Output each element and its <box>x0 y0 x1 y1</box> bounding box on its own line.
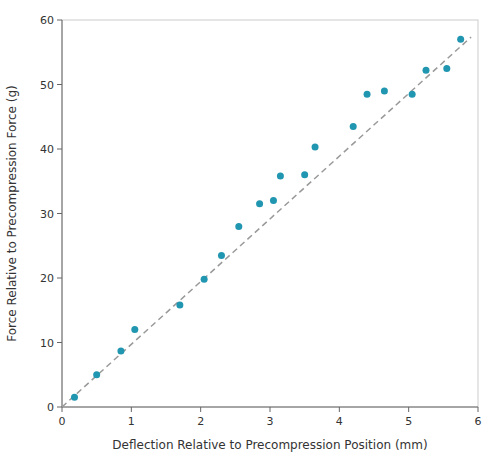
x-tick-label: 4 <box>336 415 343 428</box>
y-tick-label: 0 <box>47 401 54 414</box>
data-point <box>312 144 319 151</box>
data-point <box>423 67 430 74</box>
y-tick <box>57 149 62 150</box>
x-tick-label: 3 <box>267 415 274 428</box>
data-point <box>301 171 308 178</box>
x-tick <box>200 407 201 412</box>
x-axis-label: Deflection Relative to Precompression Po… <box>112 438 427 452</box>
y-tick <box>57 84 62 85</box>
data-point <box>457 36 464 43</box>
x-tick-label: 5 <box>405 415 412 428</box>
data-point <box>443 65 450 72</box>
y-tick-label: 30 <box>40 208 54 221</box>
data-point <box>277 173 284 180</box>
data <box>62 36 471 407</box>
data-point <box>218 252 225 259</box>
x-tick-label: 0 <box>59 415 66 428</box>
chart: 01234560102030405060Deflection Relative … <box>0 0 500 463</box>
data-point <box>71 394 78 401</box>
y-tick-label: 60 <box>40 14 54 27</box>
data-point <box>381 87 388 94</box>
y-tick-label: 40 <box>40 143 54 156</box>
y-tick <box>57 407 62 408</box>
data-point <box>117 347 124 354</box>
data-point <box>364 91 371 98</box>
plot-area <box>62 20 478 407</box>
y-tick-label: 20 <box>40 272 54 285</box>
y-tick-label: 10 <box>40 337 54 350</box>
x-tick <box>408 407 409 412</box>
x-tick <box>478 407 479 412</box>
x-tick <box>270 407 271 412</box>
x-tick <box>131 407 132 412</box>
data-point <box>350 123 357 130</box>
x-tick <box>62 407 63 412</box>
data-point <box>270 197 277 204</box>
fit-line <box>62 37 471 407</box>
y-tick-label: 50 <box>40 79 54 92</box>
x-tick-label: 1 <box>128 415 135 428</box>
x-tick <box>339 407 340 412</box>
y-tick <box>57 342 62 343</box>
data-point <box>201 276 208 283</box>
data-point <box>409 91 416 98</box>
data-point <box>235 223 242 230</box>
x-tick-label: 2 <box>197 415 204 428</box>
y-axis-label: Force Relative to Precompression Force (… <box>5 85 19 342</box>
y-tick <box>57 20 62 21</box>
data-point <box>131 326 138 333</box>
y-tick <box>57 213 62 214</box>
x-tick-label: 6 <box>475 415 482 428</box>
y-tick <box>57 278 62 279</box>
data-point <box>256 200 263 207</box>
data-point <box>93 371 100 378</box>
data-point <box>176 302 183 309</box>
axes: 01234560102030405060 <box>40 14 482 428</box>
